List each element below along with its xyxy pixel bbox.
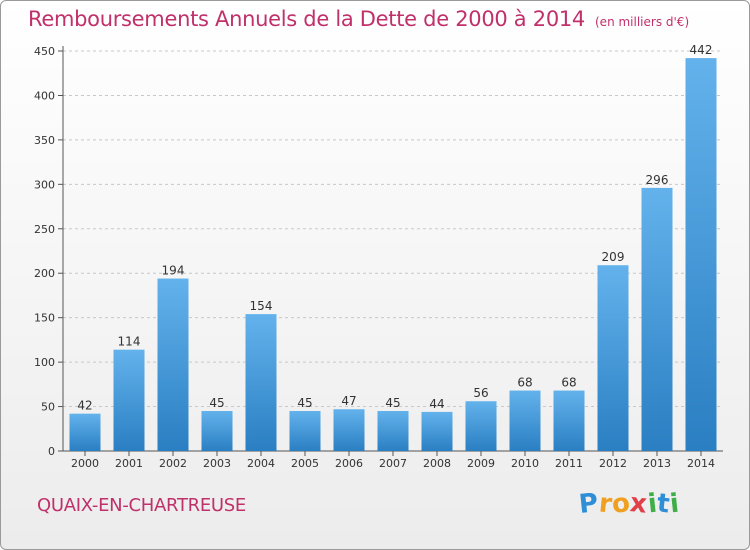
data-label-2003: 45 xyxy=(209,396,224,410)
bar-2006 xyxy=(333,409,365,451)
y-tick-label: 50 xyxy=(41,401,55,414)
data-label-2014: 442 xyxy=(690,43,713,57)
x-axis: 2000 2001 2002 2003 2004 2005 2006 2007 2008 2009… xyxy=(71,451,715,470)
bar-2007 xyxy=(377,411,409,451)
bar-2003 xyxy=(201,411,233,451)
bar-2012 xyxy=(597,265,629,451)
data-label-2000: 42 xyxy=(77,399,92,413)
data-label-2011: 68 xyxy=(561,376,576,390)
x-tick-label-2003: 2003 xyxy=(203,457,231,470)
y-tick-label: 0 xyxy=(48,445,55,458)
bar-2013 xyxy=(641,187,673,451)
x-tick-label-2007: 2007 xyxy=(379,457,407,470)
data-labels: 42 114 194 45 154 45 47 45 44 56 68 68 209 296 442 xyxy=(77,43,712,413)
y-tick-label: 350 xyxy=(34,134,55,147)
x-tick-label-2008: 2008 xyxy=(423,457,451,470)
x-tick-label-2014: 2014 xyxy=(687,457,715,470)
x-tick-label-2009: 2009 xyxy=(467,457,495,470)
data-label-2009: 56 xyxy=(473,386,488,400)
bar-2011 xyxy=(553,390,585,451)
data-label-2006: 47 xyxy=(341,394,356,408)
data-label-2012: 209 xyxy=(602,250,625,264)
x-tick-label-2004: 2004 xyxy=(247,457,275,470)
bar-2010 xyxy=(509,390,541,451)
logo-letter: i xyxy=(668,488,681,520)
y-tick-label: 400 xyxy=(34,89,55,102)
proxiti-logo: Proxiti xyxy=(577,488,681,520)
x-tick-label-2011: 2011 xyxy=(555,457,583,470)
unit-note: (en milliers d'€) xyxy=(595,15,690,29)
y-tick-label: 250 xyxy=(34,223,55,236)
data-label-2001: 114 xyxy=(118,335,141,349)
x-tick-label-2000: 2000 xyxy=(71,457,99,470)
x-tick-label-2001: 2001 xyxy=(115,457,143,470)
data-label-2013: 296 xyxy=(646,173,669,187)
bar-2008 xyxy=(421,411,453,451)
x-tick-label-2006: 2006 xyxy=(335,457,363,470)
y-tick-label: 150 xyxy=(34,312,55,325)
bar-2005 xyxy=(289,411,321,451)
bars xyxy=(69,58,717,451)
data-label-2004: 154 xyxy=(250,299,273,313)
x-tick-label-2010: 2010 xyxy=(511,457,539,470)
bar-2002 xyxy=(157,278,189,451)
y-tick-label: 300 xyxy=(34,178,55,191)
data-label-2002: 194 xyxy=(162,264,185,278)
y-tick-label: 450 xyxy=(34,45,55,58)
x-tick-label-2002: 2002 xyxy=(159,457,187,470)
bar-2001 xyxy=(113,349,145,451)
x-tick-label-2005: 2005 xyxy=(291,457,319,470)
data-label-2005: 45 xyxy=(297,396,312,410)
y-tick-label: 100 xyxy=(34,356,55,369)
chart-title: Remboursements Annuels de la Dette de 20… xyxy=(28,7,689,31)
bar-2009 xyxy=(465,401,497,451)
x-tick-label-2012: 2012 xyxy=(599,457,627,470)
bar-2000 xyxy=(69,413,101,451)
city-name: QUAIX-EN-CHARTREUSE xyxy=(37,495,246,516)
data-label-2008: 44 xyxy=(429,397,444,411)
data-label-2010: 68 xyxy=(517,376,532,390)
y-tick-label: 200 xyxy=(34,267,55,280)
bar-2004 xyxy=(245,314,277,451)
bar-2014 xyxy=(685,58,717,451)
x-tick-label-2013: 2013 xyxy=(643,457,671,470)
data-label-2007: 45 xyxy=(385,396,400,410)
chart-title-text: Remboursements Annuels de la Dette de 20… xyxy=(28,7,585,31)
